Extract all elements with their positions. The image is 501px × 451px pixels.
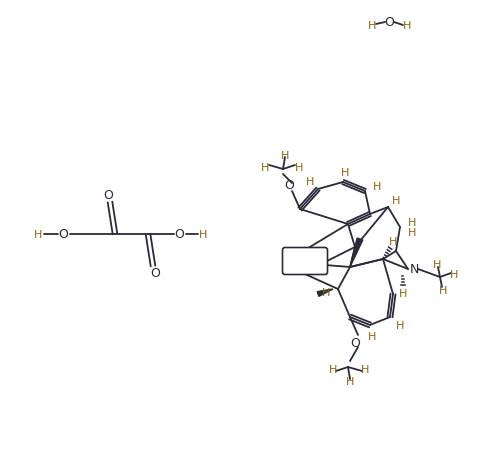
Polygon shape <box>350 239 363 267</box>
Text: H: H <box>399 288 407 299</box>
Text: H: H <box>34 230 42 239</box>
FancyBboxPatch shape <box>283 248 328 275</box>
Text: H: H <box>439 285 447 295</box>
Polygon shape <box>317 290 333 297</box>
Text: Abs: Abs <box>296 257 314 267</box>
Text: H: H <box>392 196 400 206</box>
Text: O: O <box>103 189 113 202</box>
Text: H: H <box>341 168 349 178</box>
Text: H: H <box>408 217 416 227</box>
Text: H: H <box>450 269 458 279</box>
Text: O: O <box>284 179 294 192</box>
Text: O: O <box>384 15 394 28</box>
Text: H: H <box>346 376 354 386</box>
Text: H: H <box>261 163 269 173</box>
Text: H: H <box>361 364 369 374</box>
Text: O: O <box>174 228 184 241</box>
Text: H: H <box>368 331 376 341</box>
Text: H: H <box>408 227 416 238</box>
Text: H: H <box>373 182 381 192</box>
Text: H: H <box>403 21 411 31</box>
Text: H: H <box>368 21 376 31</box>
Text: H: H <box>295 163 303 173</box>
Text: O: O <box>350 337 360 350</box>
Text: H: H <box>306 177 314 187</box>
Text: H: H <box>433 259 441 269</box>
Text: H: H <box>329 364 337 374</box>
Text: H: H <box>389 236 397 246</box>
Text: H: H <box>199 230 207 239</box>
Text: H: H <box>281 151 289 161</box>
Text: O: O <box>58 228 68 241</box>
Text: O: O <box>150 267 160 280</box>
Text: H: H <box>396 320 404 330</box>
Text: H: H <box>322 287 330 297</box>
Text: N: N <box>409 263 419 276</box>
